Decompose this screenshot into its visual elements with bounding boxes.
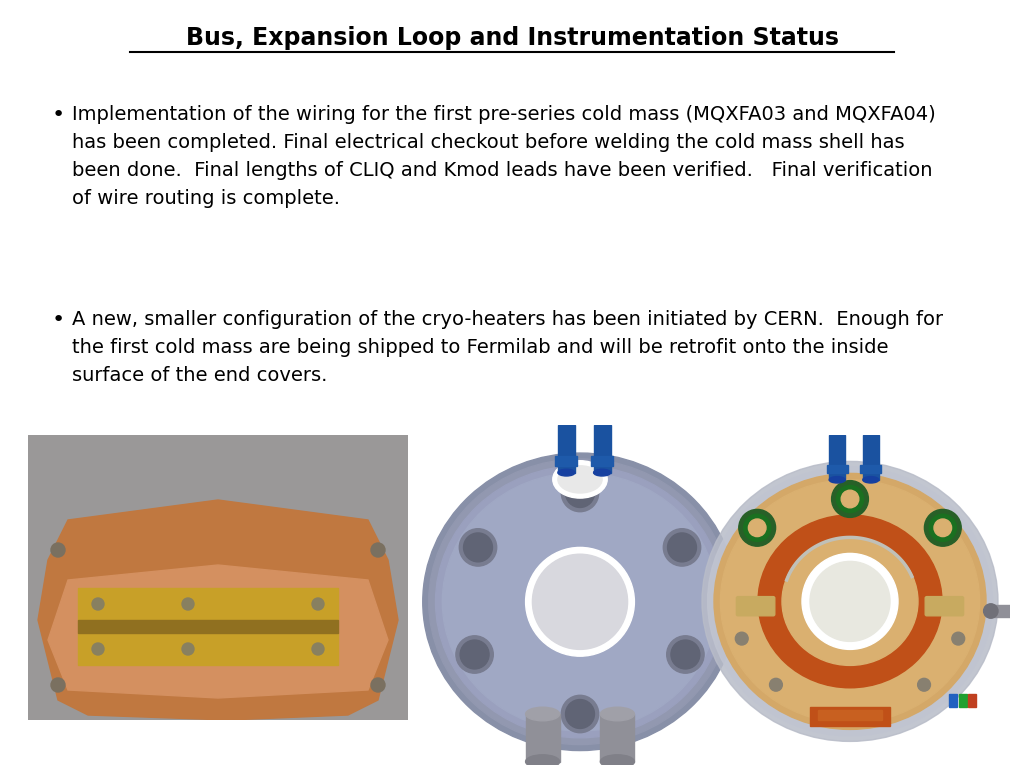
Text: of wire routing is complete.: of wire routing is complete. bbox=[72, 189, 340, 208]
Circle shape bbox=[312, 643, 324, 655]
FancyBboxPatch shape bbox=[736, 597, 775, 616]
Ellipse shape bbox=[442, 472, 718, 731]
Bar bbox=[600, 714, 635, 762]
Circle shape bbox=[565, 478, 595, 508]
Bar bbox=[949, 694, 957, 707]
Circle shape bbox=[182, 598, 194, 610]
Circle shape bbox=[456, 636, 494, 674]
Circle shape bbox=[312, 598, 324, 610]
Circle shape bbox=[671, 640, 699, 669]
Ellipse shape bbox=[863, 477, 879, 483]
Circle shape bbox=[182, 643, 194, 655]
Circle shape bbox=[749, 519, 766, 537]
Bar bbox=[818, 710, 882, 720]
Circle shape bbox=[464, 533, 493, 562]
Bar bbox=[555, 456, 578, 466]
Ellipse shape bbox=[714, 473, 986, 730]
Bar bbox=[958, 694, 967, 707]
Text: surface of the end covers.: surface of the end covers. bbox=[72, 366, 328, 385]
Circle shape bbox=[371, 678, 385, 692]
Ellipse shape bbox=[758, 515, 942, 688]
Ellipse shape bbox=[600, 707, 635, 721]
Ellipse shape bbox=[525, 707, 559, 721]
Ellipse shape bbox=[423, 453, 737, 750]
Circle shape bbox=[565, 700, 595, 729]
Ellipse shape bbox=[721, 480, 980, 723]
Circle shape bbox=[92, 598, 104, 610]
Ellipse shape bbox=[435, 466, 725, 738]
Text: A new, smaller configuration of the cryo-heaters has been initiated by CERN.  En: A new, smaller configuration of the cryo… bbox=[72, 310, 943, 329]
Ellipse shape bbox=[600, 755, 635, 768]
Circle shape bbox=[532, 554, 628, 650]
Circle shape bbox=[667, 636, 705, 674]
Ellipse shape bbox=[829, 477, 845, 483]
Polygon shape bbox=[38, 500, 398, 720]
Circle shape bbox=[984, 604, 998, 618]
Bar bbox=[558, 425, 574, 472]
Circle shape bbox=[561, 475, 599, 511]
Circle shape bbox=[460, 640, 489, 669]
Ellipse shape bbox=[553, 461, 607, 498]
Ellipse shape bbox=[782, 538, 918, 665]
Ellipse shape bbox=[525, 755, 559, 768]
Bar bbox=[860, 465, 882, 473]
Circle shape bbox=[837, 485, 863, 512]
Text: Implementation of the wiring for the first pre-series cold mass (MQXFA03 and MQX: Implementation of the wiring for the fir… bbox=[72, 105, 936, 124]
Ellipse shape bbox=[708, 467, 992, 736]
Text: the first cold mass are being shipped to Fermilab and will be retrofit onto the : the first cold mass are being shipped to… bbox=[72, 338, 889, 357]
Ellipse shape bbox=[558, 466, 602, 493]
Circle shape bbox=[92, 643, 104, 655]
Circle shape bbox=[841, 490, 859, 508]
Bar bbox=[78, 620, 338, 633]
Circle shape bbox=[525, 548, 635, 656]
Circle shape bbox=[51, 678, 65, 692]
Circle shape bbox=[51, 543, 65, 557]
Bar bbox=[829, 435, 845, 480]
Circle shape bbox=[460, 528, 497, 566]
Ellipse shape bbox=[558, 469, 574, 476]
Polygon shape bbox=[48, 565, 388, 698]
Circle shape bbox=[735, 632, 749, 645]
Bar bbox=[725, 598, 749, 615]
Ellipse shape bbox=[702, 462, 998, 741]
Text: Bus, Expansion Loop and Instrumentation Status: Bus, Expansion Loop and Instrumentation … bbox=[185, 26, 839, 50]
Circle shape bbox=[918, 678, 931, 691]
FancyBboxPatch shape bbox=[926, 597, 964, 616]
Circle shape bbox=[802, 554, 898, 650]
Ellipse shape bbox=[429, 459, 731, 745]
Bar bbox=[525, 714, 559, 762]
Circle shape bbox=[770, 678, 782, 691]
Bar bbox=[969, 694, 977, 707]
Text: has been completed. Final electrical checkout before welding the cold mass shell: has been completed. Final electrical che… bbox=[72, 133, 904, 152]
Circle shape bbox=[810, 561, 890, 641]
Text: •: • bbox=[52, 105, 66, 125]
Bar bbox=[594, 425, 610, 472]
Circle shape bbox=[738, 509, 775, 546]
Bar bbox=[987, 604, 1010, 617]
Circle shape bbox=[664, 528, 700, 566]
Bar bbox=[591, 456, 613, 466]
Bar bbox=[810, 707, 890, 727]
Circle shape bbox=[668, 533, 696, 562]
Circle shape bbox=[561, 695, 599, 733]
Bar bbox=[78, 588, 338, 620]
Text: •: • bbox=[52, 310, 66, 330]
Circle shape bbox=[743, 515, 771, 541]
Bar bbox=[826, 465, 848, 473]
Circle shape bbox=[925, 509, 962, 546]
Bar bbox=[78, 633, 338, 665]
Circle shape bbox=[371, 543, 385, 557]
Ellipse shape bbox=[594, 469, 610, 476]
Bar bbox=[863, 435, 879, 480]
Circle shape bbox=[716, 598, 733, 615]
Circle shape bbox=[952, 632, 965, 645]
Circle shape bbox=[929, 515, 956, 541]
Circle shape bbox=[831, 481, 868, 518]
Text: been done.  Final lengths of CLIQ and Kmod leads have been verified.   Final ver: been done. Final lengths of CLIQ and Kmo… bbox=[72, 161, 933, 180]
Circle shape bbox=[934, 519, 951, 537]
